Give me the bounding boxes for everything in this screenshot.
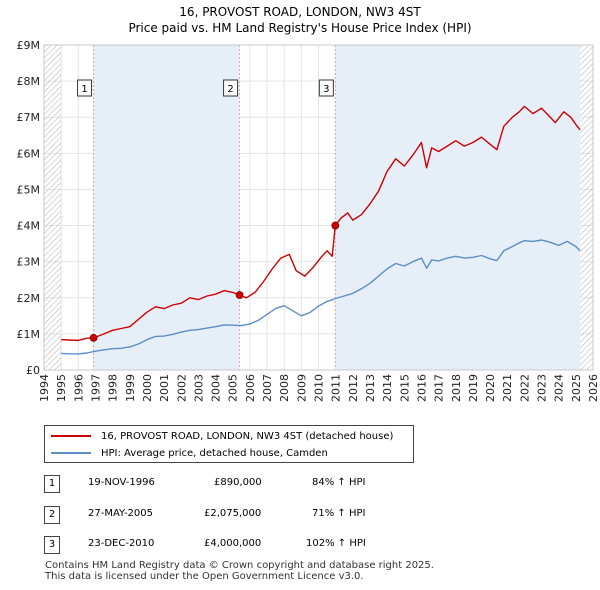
x-tick-label: 2019: [467, 374, 480, 402]
no-data-region-start: [44, 45, 62, 370]
x-tick-label: 2016: [415, 374, 428, 402]
chart-title: 16, PROVOST ROAD, LONDON, NW3 4ST: [179, 5, 421, 19]
sale-marker-box: [318, 79, 334, 97]
sale-marker-label: 2: [227, 84, 233, 95]
sale-marker-label: 3: [323, 84, 329, 95]
sale-row: 3 23-DEC-2010 £4,000,000 102% ↑ HPI: [44, 536, 404, 554]
x-tick-label: 2012: [347, 374, 360, 402]
x-tick-label: 2003: [192, 374, 205, 402]
ownership-period: [335, 45, 581, 370]
x-tick-label: 2011: [330, 374, 343, 402]
x-tick-label: 2024: [553, 374, 566, 402]
ownership-period: [93, 45, 240, 370]
x-tick-label: 2010: [313, 374, 326, 402]
x-tick-label: 2005: [227, 374, 240, 402]
x-tick-label: 2017: [433, 374, 446, 402]
x-tick-label: 2020: [484, 374, 497, 402]
y-tick-label: £0: [26, 364, 40, 377]
x-tick-label: 2022: [518, 374, 531, 402]
footer-license: This data is licensed under the Open Gov…: [45, 571, 364, 582]
x-tick-label: 2014: [381, 374, 394, 402]
sale-point: [235, 291, 244, 299]
legend-label-hpi: HPI: Average price, detached house, Camd…: [101, 447, 328, 459]
legend-swatch-property: [51, 435, 91, 437]
x-tick-label: 1998: [107, 374, 120, 402]
x-tick-label: 1996: [72, 374, 85, 402]
x-tick-label: 2009: [295, 374, 308, 402]
y-tick-label: £3M: [17, 256, 41, 269]
sale-marker-box: [77, 79, 93, 97]
price-chart: 1 2 3 £0 £1M £2M £3M £4M £5M £6M £7M £8M £9M 1994 199…: [17, 39, 600, 402]
x-tick-label: 2021: [501, 374, 514, 402]
x-tick-label: 2001: [158, 374, 171, 402]
sale-point: [331, 221, 340, 230]
y-tick-label: £7M: [17, 111, 41, 124]
sale-hpi-change: 102% ↑ HPI: [306, 538, 366, 549]
sale-number-badge: 3: [44, 536, 60, 554]
sale-hpi-change: 71% ↑ HPI: [312, 508, 366, 519]
chart-legend: 16, PROVOST ROAD, LONDON, NW3 4ST (detac…: [44, 425, 414, 463]
sale-row: 2 27-MAY-2005 £2,075,000 71% ↑ HPI: [44, 506, 404, 524]
sale-row: 1 19-NOV-1996 £890,000 84% ↑ HPI: [44, 475, 404, 493]
legend-entry-hpi: HPI: Average price, detached house, Camd…: [51, 445, 328, 461]
x-tick-label: 2004: [210, 374, 223, 402]
sale-date: 27-MAY-2005: [88, 508, 154, 519]
sale-price: £4,000,000: [204, 538, 262, 549]
legend-label-property: 16, PROVOST ROAD, LONDON, NW3 4ST (detac…: [101, 430, 394, 442]
y-tick-label: £2M: [17, 292, 41, 305]
sale-date: 19-NOV-1996: [88, 477, 155, 488]
x-tick-label: 2007: [261, 374, 274, 402]
footer-copyright: Contains HM Land Registry data © Crown c…: [45, 560, 434, 571]
x-tick-label: 1995: [55, 374, 68, 402]
x-tick-label: 2018: [450, 374, 463, 402]
y-tick-label: £1M: [17, 328, 41, 341]
x-tick-label: 2026: [587, 374, 600, 402]
x-tick-label: 2015: [398, 374, 411, 402]
x-tick-label: 1994: [38, 374, 51, 402]
x-tick-label: 2023: [536, 374, 549, 402]
sale-price: £890,000: [214, 477, 262, 488]
property-price-line: [61, 105, 581, 342]
x-tick-label: 2002: [175, 374, 188, 402]
no-data-region-end: [580, 45, 593, 370]
legend-swatch-hpi: [51, 452, 91, 454]
sale-date: 23-DEC-2010: [88, 538, 155, 549]
y-tick-label: £6M: [17, 147, 41, 160]
y-tick-label: £9M: [17, 39, 41, 52]
x-tick-label: 2008: [278, 374, 291, 402]
sale-price: £2,075,000: [204, 508, 262, 519]
x-tick-label: 1997: [89, 374, 102, 402]
y-tick-label: £4M: [17, 220, 41, 233]
sale-number-badge: 1: [44, 475, 60, 493]
chart-subtitle: Price paid vs. HM Land Registry's House …: [128, 21, 472, 35]
x-tick-label: 1999: [124, 374, 137, 402]
x-tick-label: 2006: [244, 374, 257, 402]
hpi-line: [61, 239, 581, 355]
sale-point: [89, 333, 98, 342]
sale-marker-box: [223, 79, 239, 97]
y-tick-label: £8M: [17, 75, 41, 88]
sale-marker-label: 1: [81, 84, 87, 95]
x-tick-label: 2025: [570, 374, 583, 402]
legend-entry-property: 16, PROVOST ROAD, LONDON, NW3 4ST (detac…: [51, 428, 393, 444]
sale-hpi-change: 84% ↑ HPI: [312, 477, 366, 488]
x-tick-label: 2013: [364, 374, 377, 402]
x-tick-label: 2000: [141, 374, 154, 402]
footer: Contains HM Land Registry data © Crown c…: [45, 560, 434, 582]
sale-number-badge: 2: [44, 506, 60, 524]
y-tick-label: £5M: [17, 183, 41, 196]
